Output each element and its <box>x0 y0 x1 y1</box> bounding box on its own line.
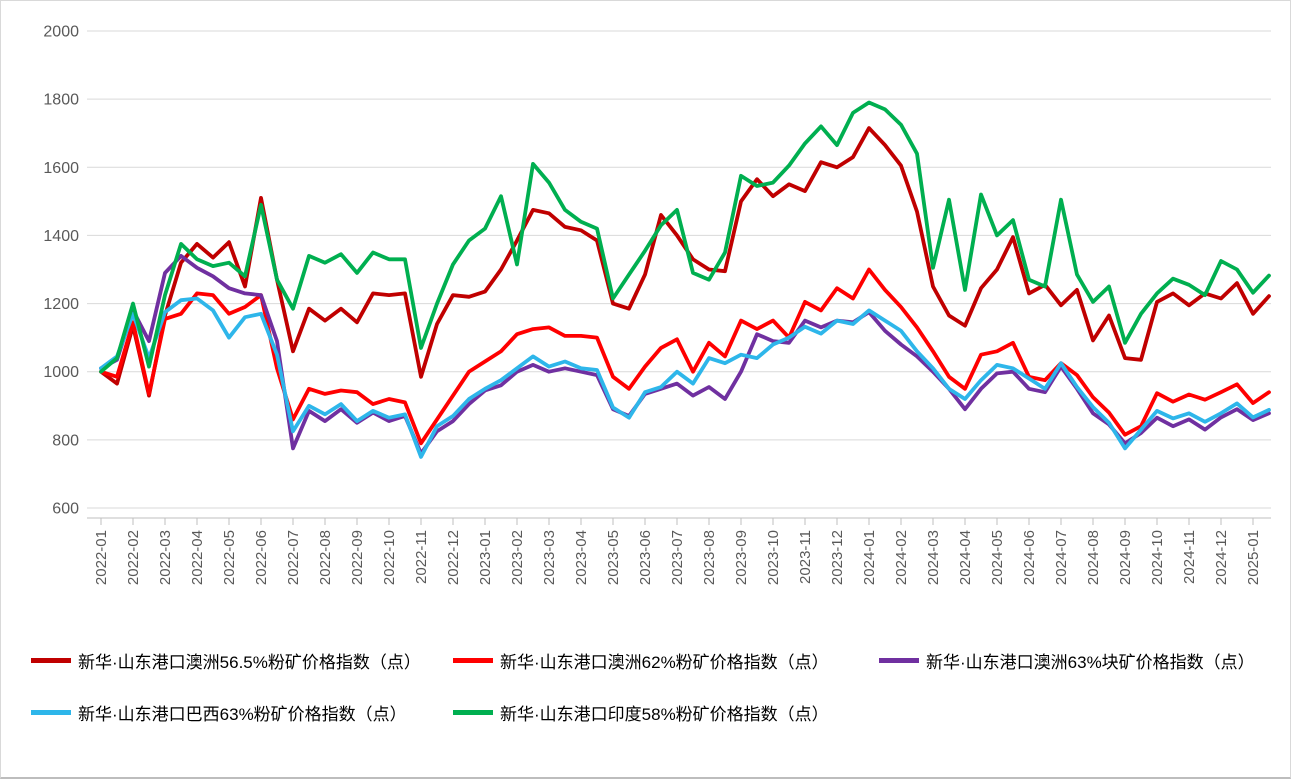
y-axis-tick-label: 1800 <box>43 92 79 109</box>
legend-label: 新华·山东港口澳洲62%粉矿价格指数（点） <box>500 652 829 672</box>
legend-row-1: 新华·山东港口澳洲56.5%粉矿价格指数（点） 新华·山东港口澳洲62%粉矿价格… <box>1 647 1290 673</box>
x-axis-tick-label: 2023-12 <box>829 530 846 585</box>
series-line-3 <box>99 296 1271 459</box>
x-axis-tick-label: 2023-10 <box>765 530 782 585</box>
series-color-swatch <box>453 709 493 715</box>
x-axis-tick-label: 2024-11 <box>1181 530 1198 584</box>
x-axis-tick-label: 2024-07 <box>1053 530 1070 585</box>
x-axis-tick-label: 2023-07 <box>669 530 686 585</box>
legend-label: 新华·山东港口巴西63%粉矿价格指数（点） <box>78 704 407 724</box>
y-axis-tick-label: 800 <box>52 432 79 449</box>
x-axis-tick-label: 2024-06 <box>1021 530 1038 585</box>
legend-label: 新华·山东港口澳洲63%块矿价格指数（点） <box>926 652 1255 672</box>
x-axis-tick-label: 2024-02 <box>893 530 910 585</box>
x-axis-tick-label: 2023-08 <box>701 530 718 585</box>
series-line-1 <box>99 267 1271 446</box>
x-axis-tick-label: 2023-04 <box>573 530 590 585</box>
legend-item-au63-lump: 新华·山东港口澳洲63%块矿价格指数（点） <box>879 647 1255 673</box>
x-axis-tick-label: 2023-09 <box>733 530 750 585</box>
x-axis-tick-label: 2024-05 <box>989 530 1006 585</box>
legend-item-br63-fines: 新华·山东港口巴西63%粉矿价格指数（点） <box>31 699 407 725</box>
x-axis-tick-label: 2024-01 <box>861 530 878 585</box>
legend-label: 新华·山东港口印度58%粉矿价格指数（点） <box>500 704 829 724</box>
x-axis-tick-label: 2025-01 <box>1245 530 1262 585</box>
y-axis-tick-label: 1000 <box>43 364 79 381</box>
y-axis-tick-label: 1200 <box>43 296 79 313</box>
series-color-swatch <box>453 657 493 663</box>
y-axis-tick-label: 2000 <box>43 24 79 41</box>
x-axis-tick-label: 2022-10 <box>381 530 398 585</box>
x-axis-tick-label: 2022-07 <box>285 530 302 585</box>
plot-area: 2000 1800 1600 1400 1200 1000 800 600 2022-01 202… <box>43 24 1271 585</box>
x-axis-tick-label: 2022-06 <box>253 530 270 585</box>
x-axis-tick-label: 2022-09 <box>349 530 366 585</box>
y-axis-tick-label: 1400 <box>43 228 79 245</box>
x-axis-tick-label: 2024-09 <box>1117 530 1134 585</box>
x-axis-tick-label: 2022-01 <box>93 530 110 585</box>
x-axis-tick-label: 2023-02 <box>509 530 526 585</box>
y-axis-tick-label: 600 <box>52 501 79 518</box>
x-axis-tick-label: 2022-04 <box>189 530 206 585</box>
legend-row-2: 新华·山东港口巴西63%粉矿价格指数（点） 新华·山东港口印度58%粉矿价格指数… <box>1 699 1290 725</box>
x-axis-tick-label: 2024-04 <box>957 530 974 585</box>
x-axis-tick-label: 2022-08 <box>317 530 334 585</box>
series-color-swatch <box>879 657 919 663</box>
x-axis-tick-label: 2023-03 <box>541 530 558 585</box>
x-axis-tick-label: 2024-12 <box>1213 530 1230 585</box>
legend-item-au62-fines: 新华·山东港口澳洲62%粉矿价格指数（点） <box>453 647 829 673</box>
x-axis-tick-label: 2022-05 <box>221 530 238 585</box>
series-color-swatch <box>31 657 71 663</box>
series-color-swatch <box>31 709 71 715</box>
x-axis-tick-label: 2022-12 <box>445 530 462 585</box>
x-axis-tick-label: 2023-05 <box>605 530 622 585</box>
y-axis-tick-label: 1600 <box>43 160 79 177</box>
x-axis-tick-label: 2022-11 <box>413 530 430 584</box>
x-axis-tick-label: 2022-03 <box>157 530 174 585</box>
x-axis-tick-label: 2024-03 <box>925 530 942 585</box>
legend-label: 新华·山东港口澳洲56.5%粉矿价格指数（点） <box>78 652 421 672</box>
x-axis-tick-label: 2024-10 <box>1149 530 1166 585</box>
x-axis-tick-label: 2023-06 <box>637 530 654 585</box>
x-axis-tick-label: 2023-01 <box>477 530 494 585</box>
x-axis-tick-label: 2024-08 <box>1085 530 1102 585</box>
x-axis-tick-label: 2023-11 <box>797 530 814 584</box>
legend-item-au565-fines: 新华·山东港口澳洲56.5%粉矿价格指数（点） <box>31 647 421 673</box>
legend-item-in58-fines: 新华·山东港口印度58%粉矿价格指数（点） <box>453 699 829 725</box>
x-axis-tick-label: 2022-02 <box>125 530 142 585</box>
series-line-4 <box>99 100 1271 374</box>
